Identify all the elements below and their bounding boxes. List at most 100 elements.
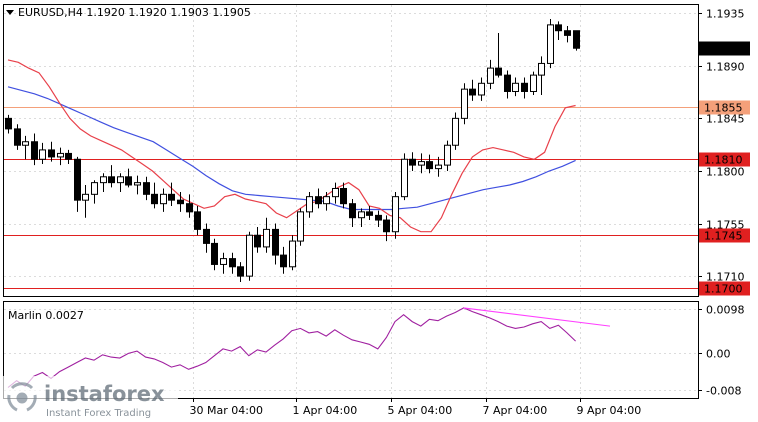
candle-body-bear [108, 176, 115, 184]
time-tick-label: 1 Apr 04:00 [293, 404, 358, 417]
oscillator-tick-label: 0.00 [706, 348, 731, 361]
candle-body-bear [366, 211, 373, 216]
level-tag [699, 281, 750, 296]
level-price-labels: 1.1855 1.1810 1.1745 1.1700 1.1905 [699, 41, 750, 296]
candle-body-bear [469, 88, 476, 96]
candle-body-bull [306, 196, 313, 213]
candle-body-bull [91, 182, 98, 195]
price-tick-label: 1.1890 [706, 61, 745, 74]
candle-body-bear [564, 30, 571, 36]
candle-body-bear [5, 117, 12, 130]
candle-body-bear [211, 242, 218, 265]
candle-body-bull [323, 196, 330, 205]
level-tag-label: 1.1855 [704, 102, 743, 115]
candle-body-bear [254, 234, 261, 248]
price-axis: 1.1935 1.1890 1.1845 1.1800 1.1755 1.1710 [698, 8, 745, 284]
candle-body-bear [555, 24, 562, 32]
candle-body-bull [547, 24, 554, 64]
candle-body-bull [487, 67, 494, 84]
candle-body-bull [530, 74, 537, 92]
current-price-label: 1.1905 [704, 43, 743, 56]
time-tick-label: 9 Apr 04:00 [577, 404, 642, 417]
candle-body-bear [315, 196, 322, 205]
candle-body-bull [100, 176, 107, 184]
watermark-brand: instaforex [44, 382, 165, 406]
candle-body-bull [332, 187, 339, 198]
candle-body-bull [401, 158, 408, 198]
price-tick-label: 1.1800 [706, 166, 745, 179]
candle-body-bull [461, 88, 468, 119]
candle-body-bull [22, 141, 29, 146]
candle-body-bear [409, 158, 416, 166]
candle-body-bear [573, 30, 580, 49]
price-tick-label: 1.1935 [706, 8, 745, 21]
level-tag [699, 152, 750, 167]
candle-body-bear [143, 182, 150, 195]
candle-body-bear [14, 128, 21, 146]
oscillator-label: Marlin 0.0027 [8, 309, 84, 322]
price-tick-label: 1.1755 [706, 219, 745, 232]
candle-body-bull [39, 149, 46, 160]
candle-body-bear [495, 67, 502, 76]
candle-body-bull [160, 193, 167, 205]
level-tag-label: 1.1745 [704, 230, 743, 243]
candle-body-bear [504, 74, 511, 92]
price-pane-frame [3, 4, 699, 297]
candle-body-bear [168, 193, 175, 201]
dropdown-triangle-icon[interactable] [6, 10, 14, 15]
price-tick-label: 1.1710 [706, 271, 745, 284]
time-tick-label: 7 Apr 04:00 [483, 404, 548, 417]
candle-body-bull [538, 62, 545, 76]
oscillator-axis: 0.0098 0.00 -0.008 [698, 304, 745, 398]
horizontal-levels [4, 107, 698, 289]
level-tag [699, 228, 750, 243]
candle-body-bear [74, 158, 81, 201]
candle-body-bull [478, 82, 485, 96]
level-tag-label: 1.1810 [704, 154, 743, 167]
candle-body-bear [340, 187, 347, 205]
candlestick-series [5, 19, 580, 282]
watermark-tagline: Instant Forex Trading [46, 408, 151, 419]
candle-body-bear [229, 258, 236, 268]
fast-moving-average-line [7, 59, 576, 233]
candle-body-bull [392, 196, 399, 233]
candle-body-bear [65, 152, 72, 160]
candle-body-bear [272, 228, 279, 256]
candle-body-bear [31, 141, 38, 160]
candle-body-bear [349, 203, 356, 219]
price-grid [4, 5, 698, 296]
time-axis: 30 Mar 04:00 1 Apr 04:00 5 Apr 04:00 7 Apr … [190, 398, 642, 417]
candle-body-bull [117, 176, 124, 184]
candle-body-bull [289, 240, 296, 268]
candle-body-bull [263, 228, 270, 248]
logo-mark-icon [7, 382, 37, 412]
candle-body-bear [48, 149, 55, 158]
candle-body-bull [134, 182, 141, 186]
candle-body-bear [177, 199, 184, 205]
oscillator-tick-label: -0.008 [706, 385, 741, 398]
level-tag [699, 100, 750, 115]
candle-body-bear [521, 82, 528, 92]
slow-moving-average-line [7, 86, 576, 211]
time-tick-label: 30 Mar 04:00 [190, 404, 263, 417]
candle-body-bull [57, 152, 64, 158]
price-tick-label: 1.1845 [706, 113, 745, 126]
candle-body-bull [358, 211, 365, 219]
oscillator-pane-frame [3, 301, 699, 399]
candle-body-bull [418, 161, 425, 166]
candle-body-bear [203, 228, 210, 244]
oscillator-line [7, 307, 576, 388]
candle-body-bull [82, 193, 89, 201]
candle-body-bull [297, 211, 304, 242]
level-tag-label: 1.1700 [704, 283, 743, 296]
candle-body-bear [426, 161, 433, 170]
candle-body-bull [444, 144, 451, 166]
candle-body-bull [220, 258, 227, 265]
oscillator-tick-label: 0.0098 [706, 304, 745, 317]
candle-body-bear [151, 193, 158, 205]
candle-body-bull [246, 234, 253, 277]
candle-body-bear [280, 254, 287, 268]
candle-body-bear [186, 203, 193, 213]
candle-body-bull [512, 82, 519, 92]
